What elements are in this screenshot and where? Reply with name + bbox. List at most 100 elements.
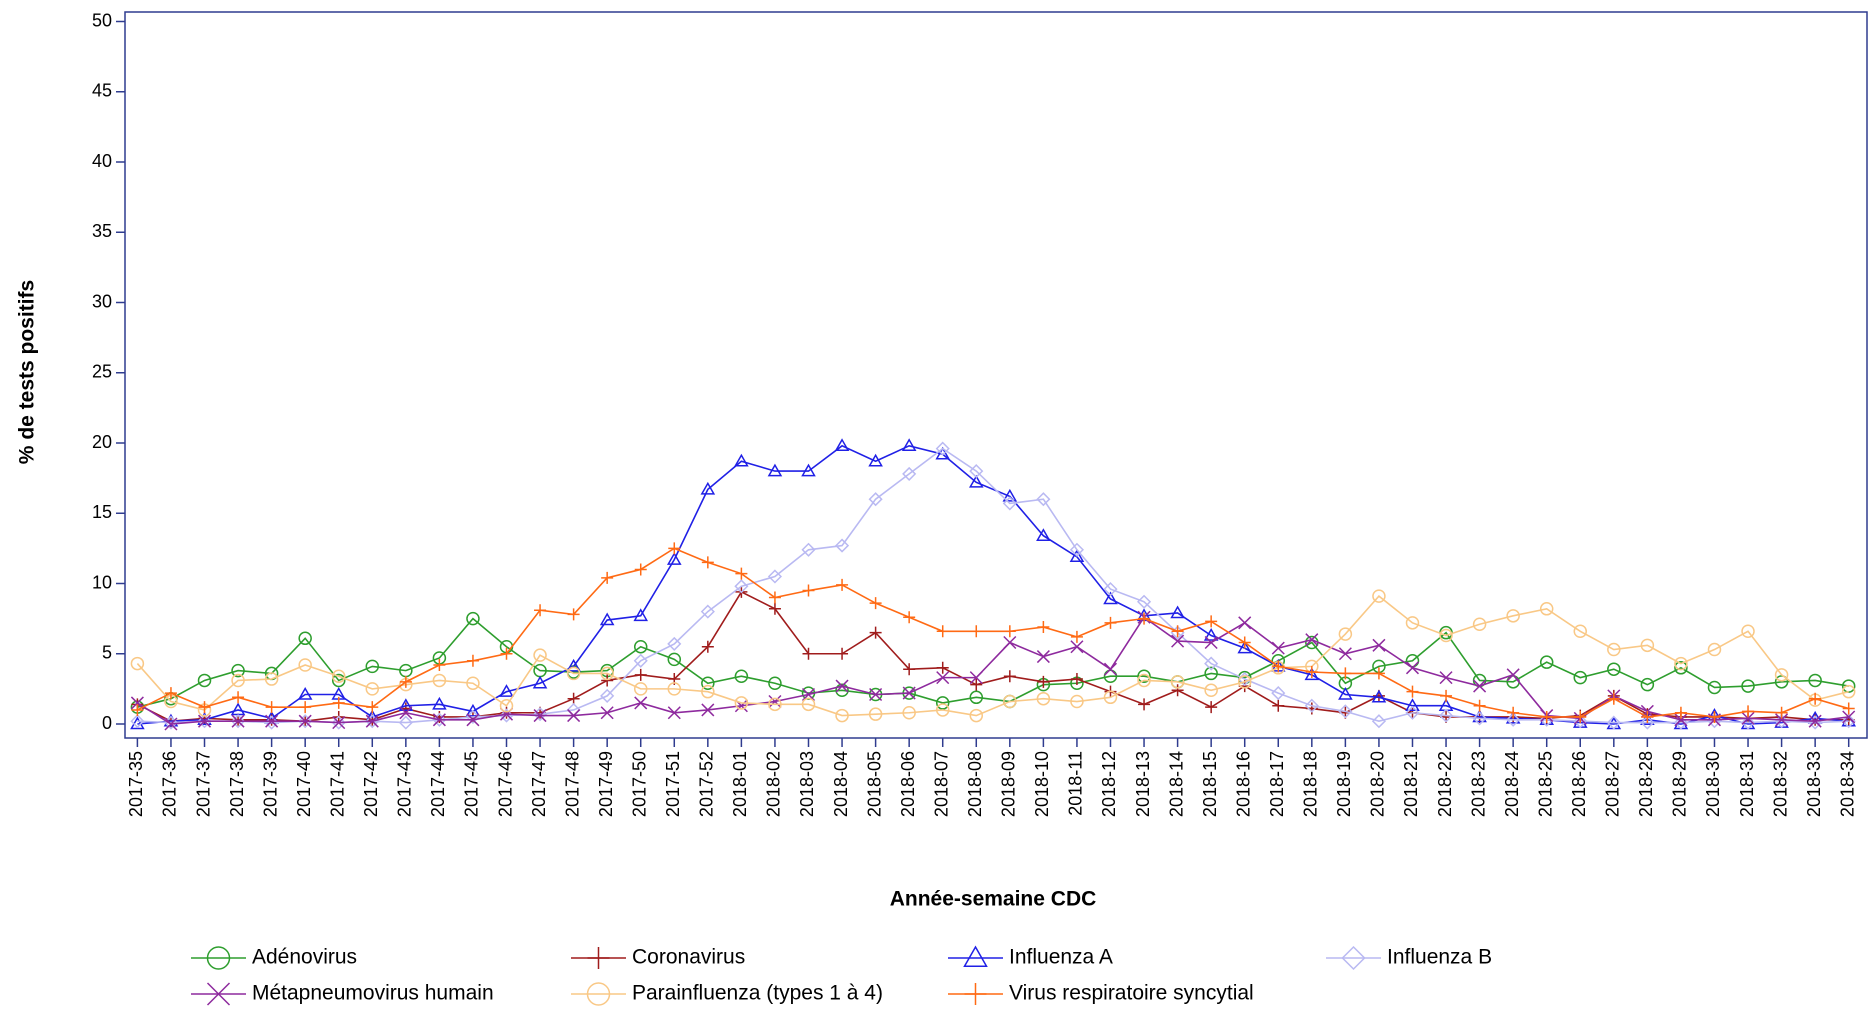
marker [1170, 605, 1185, 619]
marker [298, 631, 312, 646]
marker [868, 492, 883, 507]
marker [1204, 666, 1218, 681]
marker [1707, 680, 1722, 695]
marker [1069, 542, 1085, 557]
marker [601, 674, 614, 687]
marker [701, 640, 714, 653]
marker [701, 676, 715, 691]
marker [1103, 690, 1118, 705]
x-tick-label: 2018-06 [898, 751, 918, 817]
marker [197, 714, 212, 728]
x-tick-label: 2018-29 [1670, 751, 1690, 817]
marker [634, 668, 647, 681]
marker [1741, 679, 1755, 693]
marker [768, 694, 782, 709]
marker [1473, 699, 1486, 712]
marker [869, 597, 882, 610]
marker [802, 584, 815, 597]
x-tick-label: 2018-04 [831, 751, 851, 817]
series [130, 441, 1856, 730]
x-tick-label: 2017-35 [126, 751, 146, 817]
marker [231, 663, 245, 678]
series [130, 611, 1856, 714]
x-tick-label: 2018-22 [1435, 751, 1455, 817]
marker [1171, 684, 1184, 697]
marker [801, 542, 816, 557]
marker [567, 692, 580, 705]
marker [1272, 660, 1285, 673]
marker [667, 706, 681, 720]
marker [432, 713, 446, 727]
marker [1707, 642, 1722, 657]
marker [1372, 667, 1385, 680]
marker [1338, 686, 1353, 700]
marker [1741, 624, 1755, 639]
marker [365, 659, 380, 674]
marker [835, 708, 849, 723]
marker [1741, 711, 1755, 725]
series [130, 610, 1856, 731]
marker [465, 703, 481, 717]
marker [868, 453, 883, 467]
marker [1237, 640, 1253, 654]
x-tick-label: 2017-52 [697, 751, 717, 817]
marker [935, 446, 951, 460]
marker [969, 671, 983, 685]
marker [399, 675, 412, 688]
marker [936, 625, 949, 638]
y-tick-label: 20 [92, 432, 112, 452]
marker [1472, 711, 1487, 726]
marker [1439, 671, 1453, 685]
marker [1573, 624, 1588, 639]
marker [868, 707, 883, 721]
marker [231, 714, 246, 729]
marker [1641, 710, 1654, 723]
x-tick-label: 2018-28 [1636, 751, 1656, 817]
marker [834, 438, 850, 452]
marker [1238, 616, 1252, 630]
marker [1574, 710, 1587, 723]
marker [963, 945, 988, 967]
marker [1607, 692, 1620, 705]
marker [964, 983, 987, 1005]
marker [206, 982, 231, 1006]
y-tick-label: 15 [92, 502, 112, 522]
legend-item: Adénovirus [191, 946, 357, 970]
x-tick-label: 2017-36 [160, 751, 180, 817]
marker [331, 669, 346, 683]
marker [734, 579, 749, 594]
x-tick-label: 2018-01 [730, 751, 750, 817]
marker [1205, 701, 1218, 714]
marker [466, 713, 480, 727]
x-tick-label: 2018-31 [1737, 751, 1757, 817]
marker [567, 608, 580, 621]
marker [164, 717, 178, 731]
x-tick-label: 2018-23 [1468, 751, 1488, 817]
marker [1338, 647, 1352, 661]
marker [1473, 679, 1487, 693]
marker [500, 647, 513, 660]
x-tick-label: 2018-03 [797, 751, 817, 817]
marker [1002, 488, 1018, 502]
marker [332, 696, 345, 709]
marker [903, 611, 916, 624]
marker [835, 679, 849, 693]
marker [1070, 630, 1083, 643]
marker [1405, 616, 1420, 630]
marker [1841, 684, 1856, 699]
marker [1137, 669, 1151, 683]
marker [902, 466, 917, 481]
legend: Adénovirus Coronavirus Influenza A Influenz… [191, 945, 1492, 1006]
x-tick-label: 2018-21 [1401, 751, 1421, 817]
legend-item: Influenza B [1326, 946, 1492, 971]
marker [836, 578, 849, 591]
marker [1339, 667, 1352, 680]
marker [586, 982, 611, 1006]
marker [432, 696, 447, 710]
marker [633, 639, 648, 654]
legend-label: Adénovirus [252, 946, 357, 969]
x-tick-label: 2018-19 [1334, 751, 1354, 817]
marker [587, 947, 610, 969]
legend-label: Parainfluenza (types 1 à 4) [632, 982, 883, 1005]
